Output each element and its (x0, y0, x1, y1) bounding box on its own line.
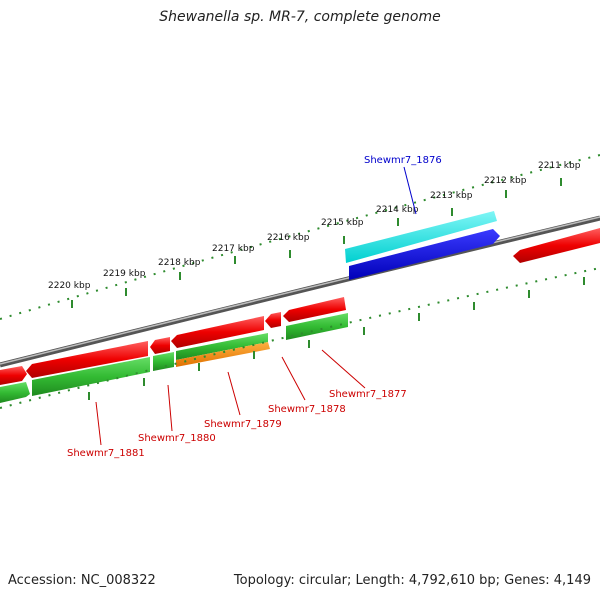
outer-ruler (0, 154, 600, 320)
forward-cds[interactable] (283, 297, 346, 322)
ruler-label: 2215 kbp (321, 218, 364, 228)
ruler-label: 2216 kbp (267, 233, 310, 243)
accession-text: Accession: NC_008322 (8, 573, 156, 588)
gene-label-shewmr7-1879[interactable]: Shewmr7_1879 (204, 419, 282, 430)
inner-ruler (0, 267, 600, 409)
leader-line (167, 384, 173, 432)
ruler-label: 2217 kbp (212, 244, 255, 254)
gene-shewmr7-1876[interactable] (345, 211, 497, 263)
forward-strand-genes[interactable] (0, 228, 600, 385)
forward-cds[interactable] (171, 316, 264, 348)
reverse-cds[interactable] (0, 382, 30, 403)
ruler-label: 2218 kbp (158, 258, 201, 268)
genome-backbone (0, 215, 600, 368)
reverse-cds[interactable] (32, 357, 150, 396)
reverse-strand-genes[interactable] (0, 313, 348, 403)
ruler-label: 2219 kbp (103, 269, 146, 279)
ruler-label: 2214 kbp (376, 205, 419, 215)
gene-highlight-blue[interactable] (349, 229, 500, 280)
gene-label-shewmr7-1880[interactable]: Shewmr7_1880 (138, 433, 216, 444)
leader-line (403, 166, 417, 215)
ruler-label: 2212 kbp (484, 176, 527, 186)
highlight-forward-genes[interactable] (345, 211, 500, 280)
reverse-cds[interactable] (176, 333, 268, 360)
ruler-label: 2211 kbp (538, 161, 581, 171)
map-title: Shewanella sp. MR-7, complete genome (159, 9, 441, 25)
leader-line (95, 401, 102, 446)
reverse-cds[interactable] (153, 352, 174, 371)
forward-cds[interactable] (0, 366, 27, 385)
forward-cds[interactable] (26, 341, 148, 378)
gene-label-shewmr7-1881[interactable]: Shewmr7_1881 (67, 448, 145, 459)
gene-shewmr7-1879[interactable] (176, 342, 270, 367)
leader-line (321, 349, 366, 389)
forward-cds[interactable] (265, 312, 281, 328)
forward-cds[interactable] (150, 337, 170, 354)
gene-label-shewmr7-1877[interactable]: Shewmr7_1877 (329, 389, 407, 400)
ruler-label: 2220 kbp (48, 281, 91, 291)
gene-label-shewmr7-1876[interactable]: Shewmr7_1876 (364, 155, 442, 166)
leader-line (227, 371, 241, 416)
ruler-label: 2213 kbp (430, 191, 473, 201)
forward-cds[interactable] (513, 228, 600, 263)
leader-line (281, 356, 306, 401)
genome-summary-text: Topology: circular; Length: 4,792,610 bp… (233, 573, 591, 588)
gene-label-shewmr7-1878[interactable]: Shewmr7_1878 (268, 404, 346, 415)
